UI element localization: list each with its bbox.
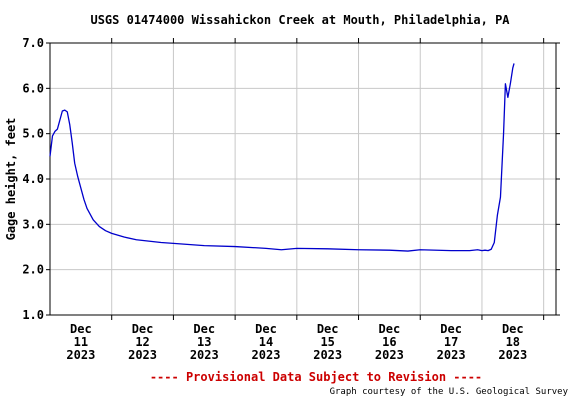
axis-ticks: 1.02.03.04.05.06.07.0Dec112023Dec122023D… [22, 36, 560, 362]
x-tick-label: 16 [382, 335, 396, 349]
grid [50, 43, 556, 315]
courtesy-note: Graph courtesy of the U.S. Geological Su… [330, 387, 569, 397]
y-tick-label: 4.0 [22, 172, 44, 186]
x-tick-label: 2023 [437, 348, 466, 362]
x-tick-label: Dec [317, 322, 339, 336]
x-tick-label: 2023 [66, 348, 95, 362]
x-tick-label: 2023 [313, 348, 342, 362]
x-tick-label: Dec [193, 322, 215, 336]
y-tick-label: 5.0 [22, 127, 44, 141]
y-axis-label: Gage height, feet [4, 118, 18, 241]
y-tick-label: 1.0 [22, 308, 44, 322]
series-layer [49, 63, 515, 252]
y-tick-label: 2.0 [22, 263, 44, 277]
x-tick-label: 13 [197, 335, 211, 349]
x-tick-label: 18 [506, 335, 520, 349]
x-tick-label: 2023 [498, 348, 527, 362]
x-tick-label: Dec [440, 322, 462, 336]
provisional-notice: ---- Provisional Data Subject to Revisio… [150, 370, 482, 384]
x-tick-label: 2023 [190, 348, 219, 362]
x-tick-label: Dec [502, 322, 524, 336]
x-tick-label: 2023 [375, 348, 404, 362]
x-tick-label: 12 [135, 335, 149, 349]
x-tick-label: Dec [70, 322, 92, 336]
x-tick-label: 2023 [252, 348, 281, 362]
x-tick-label: 2023 [128, 348, 157, 362]
y-tick-label: 7.0 [22, 36, 44, 50]
x-tick-label: Dec [132, 322, 154, 336]
x-tick-label: Dec [255, 322, 277, 336]
x-tick-label: 15 [320, 335, 334, 349]
y-tick-label: 6.0 [22, 81, 44, 95]
gage-height-line [49, 63, 515, 252]
x-tick-label: 14 [259, 335, 273, 349]
x-tick-label: 11 [74, 335, 88, 349]
y-tick-label: 3.0 [22, 217, 44, 231]
x-tick-label: 17 [444, 335, 458, 349]
chart-title: USGS 01474000 Wissahickon Creek at Mouth… [90, 13, 510, 27]
x-tick-label: Dec [379, 322, 401, 336]
